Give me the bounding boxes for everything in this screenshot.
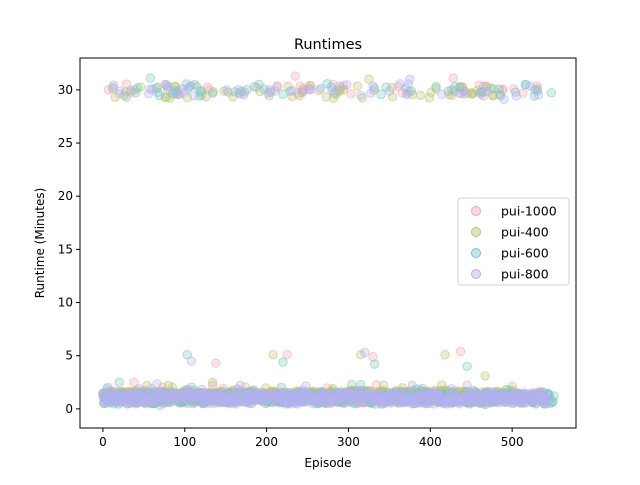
- data-point: [154, 90, 165, 101]
- data-point: [249, 82, 260, 92]
- data-point: [431, 83, 441, 94]
- data-point: [533, 90, 544, 100]
- legend-label: pui-600: [501, 246, 549, 261]
- x-tick-label: 0: [99, 435, 107, 449]
- data-point: [110, 92, 120, 102]
- data-point: [369, 359, 380, 369]
- data-point: [239, 90, 249, 100]
- data-point: [450, 81, 460, 92]
- data-point: [235, 380, 246, 391]
- legend-label: pui-400: [501, 225, 549, 240]
- data-point: [211, 358, 221, 368]
- data-point: [415, 90, 426, 100]
- data-point: [499, 94, 509, 105]
- y-tick-label: 0: [65, 402, 73, 416]
- data-point: [424, 93, 435, 103]
- data-point: [482, 86, 492, 97]
- data-point: [114, 377, 124, 387]
- data-point: [221, 85, 232, 95]
- data-point: [306, 84, 316, 95]
- data-point: [364, 74, 374, 84]
- data-point: [525, 81, 535, 91]
- data-point: [152, 379, 162, 389]
- data-point: [126, 85, 136, 95]
- data-point: [431, 81, 441, 92]
- legend-marker: [471, 227, 481, 237]
- y-tick-label: 30: [58, 83, 73, 97]
- data-point: [459, 89, 470, 99]
- data-point: [402, 89, 413, 99]
- data-point: [282, 349, 292, 360]
- legend-marker: [471, 269, 481, 279]
- data-point: [360, 347, 370, 358]
- data-point: [448, 73, 458, 83]
- data-point: [207, 377, 218, 388]
- x-tick-label: 500: [501, 435, 524, 449]
- data-point: [148, 84, 158, 94]
- data-point: [407, 380, 417, 391]
- y-tick-label: 20: [58, 189, 73, 203]
- data-point: [352, 81, 363, 91]
- data-point: [130, 88, 141, 98]
- data-point: [186, 356, 197, 366]
- data-point: [145, 73, 156, 83]
- data-point: [290, 71, 300, 81]
- data-point: [347, 379, 357, 390]
- data-point: [207, 88, 218, 98]
- legend-marker: [471, 248, 481, 258]
- data-point: [462, 361, 472, 372]
- data-point: [462, 380, 472, 391]
- data-point: [440, 349, 450, 360]
- data-point: [480, 371, 490, 381]
- y-tick-label: 5: [65, 349, 73, 363]
- x-tick-label: 100: [173, 435, 196, 449]
- data-point: [511, 91, 521, 101]
- data-point: [186, 81, 197, 91]
- data-point: [356, 90, 366, 100]
- data-point: [272, 82, 282, 92]
- data-point: [384, 86, 395, 96]
- data-point: [315, 84, 326, 94]
- data-point: [546, 88, 557, 98]
- legend: pui-1000 pui-400 pui-600 pui-800: [457, 197, 570, 286]
- data-point: [395, 79, 405, 89]
- legend-label: pui-800: [501, 267, 549, 282]
- chart-title: Runtimes: [294, 37, 362, 53]
- data-point: [254, 79, 264, 90]
- data-point: [115, 86, 125, 96]
- data-point: [346, 89, 356, 99]
- y-axis-label: Runtime (Minutes): [33, 188, 47, 299]
- x-axis-label: Episode: [304, 456, 351, 470]
- data-point: [287, 85, 297, 96]
- y-tick-label: 10: [58, 296, 73, 310]
- data-point: [268, 349, 278, 360]
- y-tick-label: 15: [58, 242, 73, 256]
- data-point: [189, 91, 199, 101]
- x-tick-label: 300: [337, 435, 360, 449]
- data-point: [543, 388, 553, 398]
- data-point: [405, 74, 415, 84]
- y-tick-label: 25: [58, 136, 73, 150]
- data-point: [387, 92, 398, 102]
- data-points: [98, 71, 559, 411]
- data-point: [196, 86, 206, 96]
- data-point: [278, 357, 288, 367]
- x-tick-label: 400: [419, 435, 442, 449]
- data-point: [368, 81, 378, 91]
- data-point: [376, 89, 386, 100]
- legend-marker: [471, 206, 481, 216]
- legend-label: pui-1000: [501, 204, 557, 219]
- data-point: [342, 79, 352, 90]
- data-point: [368, 352, 378, 362]
- data-point: [321, 92, 332, 102]
- data-point: [455, 346, 466, 357]
- data-point: [437, 89, 447, 100]
- data-point: [179, 88, 189, 98]
- x-tick-label: 200: [255, 435, 278, 449]
